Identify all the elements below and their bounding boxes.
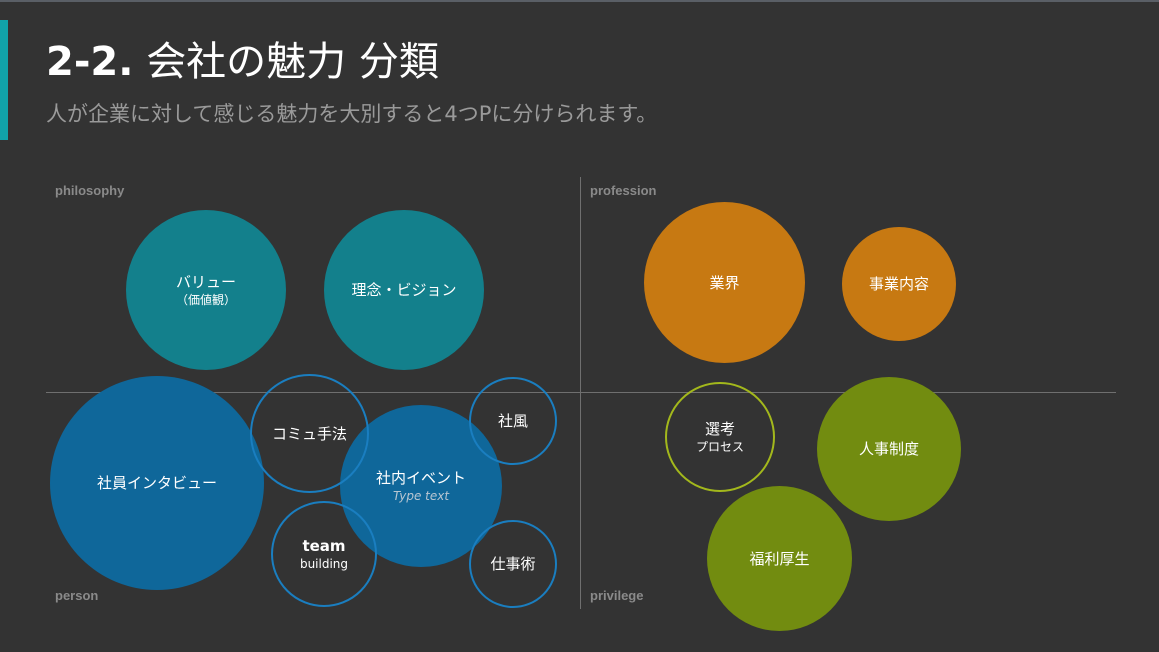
- bubble-hr-system-label: 人事制度: [858, 440, 919, 458]
- bubble-selection-label: 選考: [704, 419, 735, 438]
- quadrant-label-privilege: privilege: [590, 588, 644, 603]
- bubble-welfare-label: 福利厚生: [749, 549, 810, 568]
- bubble-selection-sub: プロセス: [695, 439, 744, 454]
- top-border: [0, 0, 1159, 2]
- bubble-value: バリュー （価値観）: [126, 210, 286, 370]
- bubble-selection: 選考 プロセス: [665, 382, 775, 492]
- bubble-event-sub: Type text: [392, 488, 450, 503]
- bubble-business-label: 事業内容: [868, 275, 929, 293]
- bubble-interview-label: 社員インタビュー: [96, 474, 217, 492]
- bubble-communication-label: コミュ手法: [271, 424, 347, 443]
- bubble-work-skill-label: 仕事術: [490, 555, 536, 573]
- quadrant-label-profession: profession: [590, 183, 657, 198]
- title-number: 2-2.: [46, 39, 134, 85]
- bubble-vision: 理念・ビジョン: [324, 210, 484, 370]
- bubble-culture: 社風: [469, 377, 557, 465]
- bubble-value-label: バリュー: [175, 272, 236, 291]
- bubble-industry-label: 業界: [709, 273, 740, 292]
- bubble-business: 事業内容: [842, 227, 956, 341]
- accent-bar: [0, 20, 8, 140]
- slide-title: 2-2. 会社の魅力 分類: [46, 30, 439, 94]
- vertical-axis: [580, 177, 581, 609]
- bubble-communication: コミュ手法: [250, 374, 369, 493]
- bubble-team: team building: [271, 501, 377, 607]
- horizontal-axis: [46, 392, 1116, 393]
- bubble-welfare: 福利厚生: [707, 486, 852, 631]
- bubble-work-skill: 仕事術: [469, 520, 557, 608]
- quadrant-label-philosophy: philosophy: [55, 183, 125, 198]
- bubble-interview: 社員インタビュー: [50, 376, 264, 590]
- bubble-team-label: team: [302, 536, 346, 555]
- bubble-team-sub: building: [299, 556, 349, 571]
- bubble-vision-label: 理念・ビジョン: [351, 281, 457, 299]
- bubble-hr-system: 人事制度: [817, 377, 961, 521]
- quadrant-label-person: person: [55, 588, 99, 603]
- bubble-value-sub: （価値観）: [175, 292, 236, 307]
- bubble-event-label: 社内イベント: [375, 468, 466, 487]
- slide-subtitle: 人が企業に対して感じる魅力を大別すると4つPに分けられます。: [46, 102, 658, 126]
- bubble-industry: 業界: [644, 202, 805, 363]
- title-text: 会社の魅力 分類: [146, 39, 439, 85]
- bubble-culture-label: 社風: [497, 412, 528, 430]
